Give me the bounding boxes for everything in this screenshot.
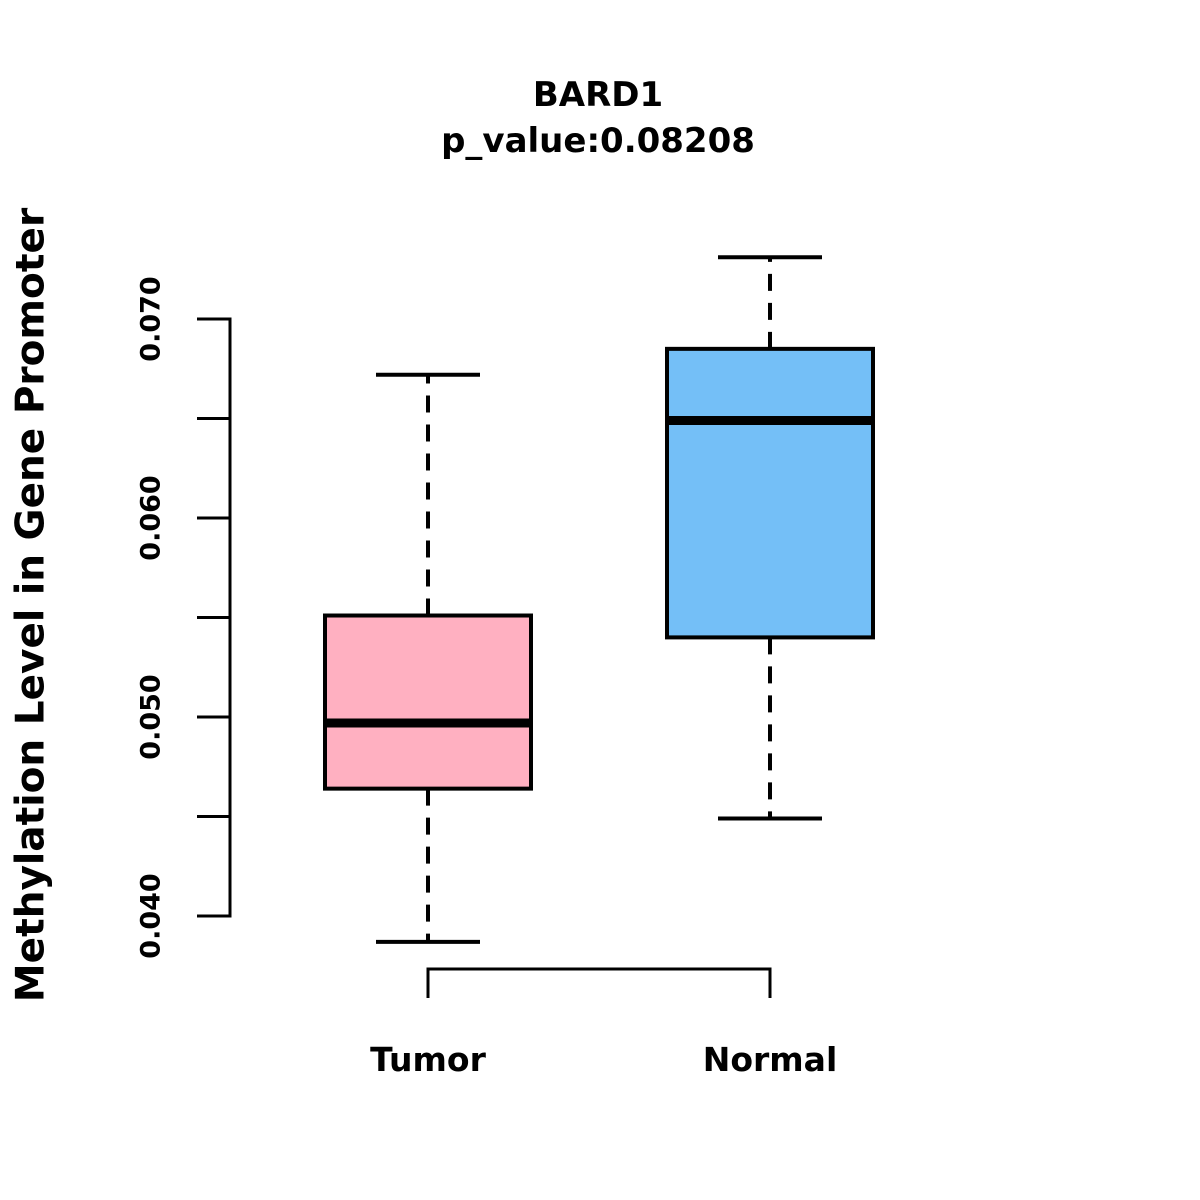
chart-pvalue-subtitle: p_value:0.08208 [441,121,755,161]
y-tick-label: 0.070 [136,276,167,361]
category-label-normal: Normal [703,1040,838,1079]
y-tick-label: 0.060 [136,475,167,560]
chart-title: BARD1 [532,75,664,115]
tumor-box [323,613,533,791]
normal-box [665,346,875,640]
y-tick-label: 0.040 [136,873,167,958]
category-label-tumor: Tumor [370,1040,486,1079]
y-tick-label: 0.050 [136,674,167,759]
